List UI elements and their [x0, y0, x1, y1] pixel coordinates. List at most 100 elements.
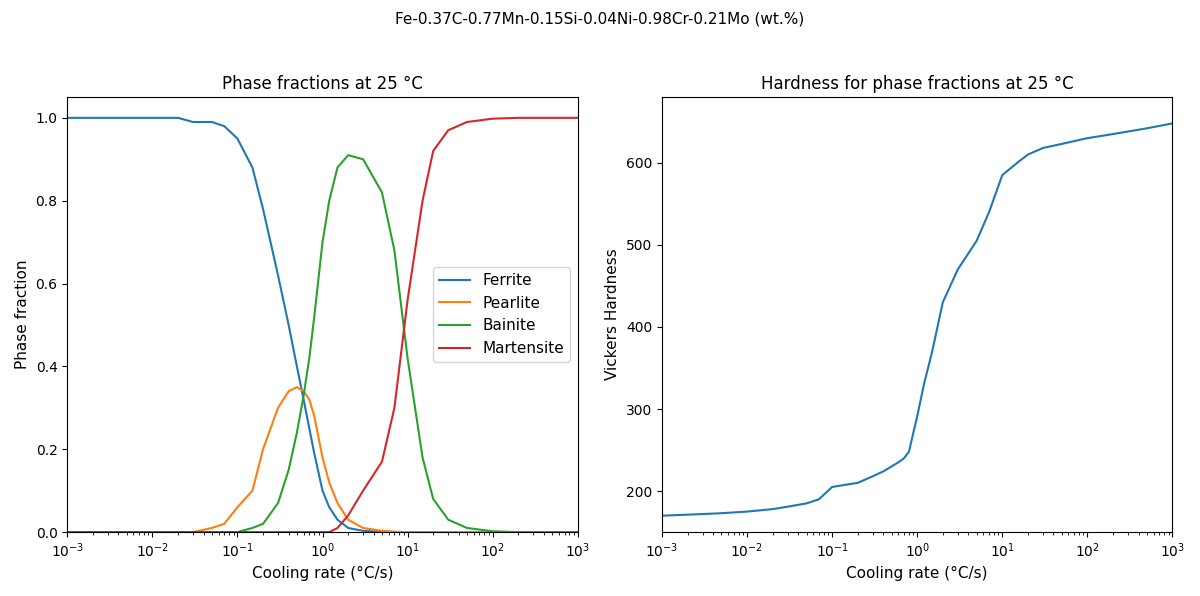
Y-axis label: Vickers Hardness: Vickers Hardness — [605, 249, 620, 380]
Pearlite — [271, 404, 286, 411]
Pearlite — [330, 499, 344, 507]
Martensite — [120, 529, 134, 536]
Martensite — [316, 529, 330, 536]
Martensite — [256, 529, 270, 536]
Bainite — [460, 524, 474, 532]
Bainite — [322, 197, 336, 204]
Martensite — [511, 114, 526, 122]
Ferrite — [145, 114, 160, 122]
Martensite — [307, 529, 322, 536]
Ferrite — [170, 114, 185, 122]
Martensite — [60, 529, 74, 536]
Pearlite — [570, 529, 584, 536]
Bainite — [374, 189, 389, 196]
Ferrite — [341, 524, 355, 532]
Pearlite — [388, 528, 402, 535]
Pearlite — [230, 504, 245, 511]
Pearlite — [120, 529, 134, 536]
Pearlite — [132, 529, 146, 536]
Pearlite — [296, 387, 311, 395]
Ferrite — [282, 321, 296, 328]
Martensite — [330, 524, 344, 532]
Martensite — [388, 404, 402, 411]
Pearlite — [217, 520, 232, 527]
Bainite — [302, 355, 317, 362]
Ferrite — [245, 164, 259, 171]
Pearlite — [415, 529, 430, 536]
Ferrite — [415, 529, 430, 536]
Ferrite — [132, 114, 146, 122]
Ferrite — [186, 119, 200, 126]
Bainite — [511, 529, 526, 536]
Pearlite — [145, 529, 160, 536]
Ferrite — [330, 516, 344, 523]
Bainite — [289, 429, 304, 436]
Bainite — [245, 524, 259, 532]
Martensite — [230, 529, 245, 536]
Bainite — [120, 529, 134, 536]
Ferrite — [440, 529, 455, 536]
Line: Ferrite: Ferrite — [67, 118, 577, 532]
Pearlite — [256, 446, 270, 453]
Ferrite — [271, 272, 286, 279]
Martensite — [245, 529, 259, 536]
Bainite — [282, 467, 296, 474]
Bainite — [217, 529, 232, 536]
Martensite — [486, 115, 500, 122]
Ferrite — [289, 363, 304, 370]
Martensite — [356, 487, 371, 494]
Martensite — [132, 529, 146, 536]
Bainite — [170, 529, 185, 536]
Bainite — [60, 529, 74, 536]
Martensite — [296, 529, 311, 536]
Legend: Ferrite, Pearlite, Bainite, Martensite: Ferrite, Pearlite, Bainite, Martensite — [433, 267, 570, 362]
Martensite — [282, 529, 296, 536]
Ferrite — [374, 528, 389, 535]
Martensite — [302, 529, 317, 536]
Bainite — [271, 499, 286, 507]
Pearlite — [356, 524, 371, 532]
Text: Fe-0.37C-0.77Mn-0.15Si-0.04Ni-0.98Cr-0.21Mo (wt.%): Fe-0.37C-0.77Mn-0.15Si-0.04Ni-0.98Cr-0.2… — [395, 12, 805, 27]
Martensite — [271, 529, 286, 536]
Ferrite — [356, 527, 371, 535]
Ferrite — [60, 114, 74, 122]
Pearlite — [205, 524, 220, 532]
Martensite — [170, 529, 185, 536]
Bainite — [570, 529, 584, 536]
Ferrite — [570, 529, 584, 536]
Martensite — [426, 147, 440, 154]
Pearlite — [186, 529, 200, 536]
Martensite — [322, 529, 336, 536]
Martensite — [341, 512, 355, 519]
Bainite — [205, 529, 220, 536]
Ferrite — [316, 487, 330, 494]
Martensite — [440, 127, 455, 134]
Ferrite — [460, 529, 474, 536]
Ferrite — [120, 114, 134, 122]
Bainite — [132, 529, 146, 536]
Bainite — [145, 529, 160, 536]
Line: Pearlite: Pearlite — [67, 387, 577, 532]
Pearlite — [545, 529, 559, 536]
Bainite — [296, 392, 311, 399]
Ferrite — [296, 396, 311, 403]
Bainite — [316, 238, 330, 246]
Bainite — [426, 495, 440, 502]
Title: Hardness for phase fractions at 25 °C: Hardness for phase fractions at 25 °C — [761, 75, 1074, 93]
X-axis label: Cooling rate (°C/s): Cooling rate (°C/s) — [846, 566, 988, 581]
Pearlite — [289, 384, 304, 391]
Bainite — [330, 164, 344, 171]
Bainite — [256, 520, 270, 527]
Martensite — [205, 529, 220, 536]
Martensite — [374, 458, 389, 465]
Ferrite — [322, 504, 336, 511]
Ferrite — [230, 135, 245, 142]
Martensite — [217, 529, 232, 536]
Bainite — [388, 247, 402, 254]
Bainite — [440, 516, 455, 523]
Ferrite — [217, 123, 232, 130]
Ferrite — [545, 529, 559, 536]
Martensite — [570, 114, 584, 122]
Pearlite — [486, 529, 500, 536]
Pearlite — [316, 454, 330, 461]
